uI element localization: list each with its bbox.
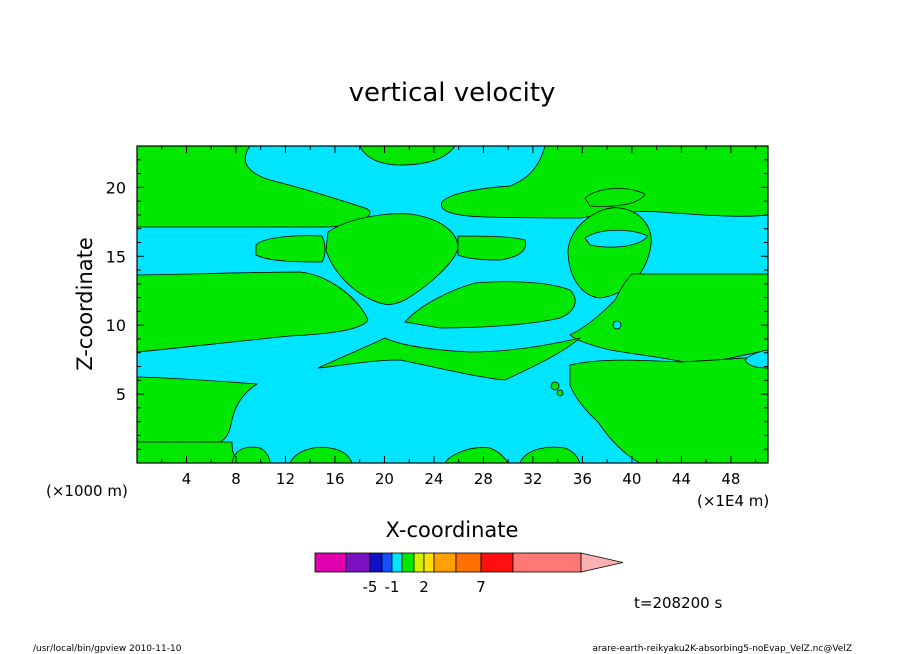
- x-scale-note: (×1000 m): [46, 482, 128, 500]
- colorbar-tick-label: 7: [476, 578, 486, 596]
- positive-region: [550, 381, 560, 391]
- negative-region: [744, 349, 768, 369]
- y-axis-label: Z-coordinate: [73, 237, 97, 371]
- chart-title: vertical velocity: [349, 78, 556, 108]
- x-tick-label: 4: [182, 470, 192, 488]
- colorbar-swatch: [391, 552, 403, 573]
- colorbar-swatch: [455, 552, 482, 573]
- y-tick-label: 20: [106, 178, 126, 197]
- colorbar-swatch: [369, 552, 383, 573]
- x-tick-label: 40: [622, 470, 641, 488]
- colorbar-swatch: [413, 552, 425, 573]
- positive-region: [444, 447, 509, 463]
- x-tick-label: 16: [325, 470, 344, 488]
- colorbar-swatch: [433, 552, 457, 573]
- x-tick-label: 28: [474, 470, 493, 488]
- time-label: t=208200 s: [634, 594, 722, 612]
- colorbar: [314, 552, 624, 573]
- positive-region: [441, 146, 768, 219]
- positive-region: [457, 235, 527, 261]
- colorbar-tick-label: -5: [363, 578, 378, 596]
- positive-region: [137, 376, 259, 443]
- positive-region: [359, 146, 456, 166]
- colorbar-ticks: -5 -1 2 7: [363, 578, 486, 596]
- positive-region: [137, 271, 369, 353]
- positive-region: [556, 389, 564, 397]
- x-tick-label: 24: [424, 470, 443, 488]
- positive-region: [584, 188, 646, 207]
- y-tick-label: 15: [106, 247, 126, 266]
- x-tick-label: 36: [573, 470, 592, 488]
- positive-region: [325, 213, 459, 305]
- colorbar-swatch: [401, 552, 415, 573]
- x-tick-label: 32: [523, 470, 542, 488]
- positive-region: [317, 337, 581, 381]
- x-tick-label: 44: [672, 470, 691, 488]
- x-axis: 4 8 12 16 20 24 28 32 36 40 44 48: [136, 146, 757, 488]
- y-tick-label: 10: [106, 316, 126, 335]
- colorbar-swatch: [512, 552, 582, 573]
- plot-frame: [136, 145, 769, 464]
- positive-region: [137, 441, 241, 463]
- contour-field: [137, 146, 768, 463]
- x-unit-note: (×1E4 m): [697, 492, 769, 510]
- x-tick-label: 20: [375, 470, 394, 488]
- y-tick-label: 5: [116, 385, 126, 404]
- x-axis-label: X-coordinate: [386, 518, 519, 542]
- y-axis: 5 10 15 20: [106, 145, 768, 450]
- positive-region: [404, 281, 576, 329]
- footer-left: /usr/local/bin/gpview 2010-11-10: [33, 644, 182, 654]
- colorbar-swatch: [314, 552, 347, 573]
- colorbar-swatch: [423, 552, 435, 573]
- negative-region: [612, 320, 622, 330]
- positive-region: [569, 273, 768, 366]
- colorbar-swatch: [480, 552, 514, 573]
- positive-region: [289, 446, 353, 463]
- colorbar-tick-label: 2: [419, 578, 429, 596]
- colorbar-swatch: [345, 552, 371, 573]
- positive-region: [255, 235, 326, 263]
- positive-region: [519, 446, 581, 463]
- colorbar-arrow: [580, 552, 624, 573]
- colorbar-tick-label: -1: [385, 578, 400, 596]
- colorbar-swatch: [381, 552, 393, 573]
- x-tick-label: 48: [721, 470, 740, 488]
- x-tick-label: 12: [276, 470, 295, 488]
- negative-region: [584, 229, 649, 248]
- x-tick-label: 8: [231, 470, 241, 488]
- footer-right: arare-earth-reikyaku2K-absorbing5-noEvap…: [592, 644, 852, 654]
